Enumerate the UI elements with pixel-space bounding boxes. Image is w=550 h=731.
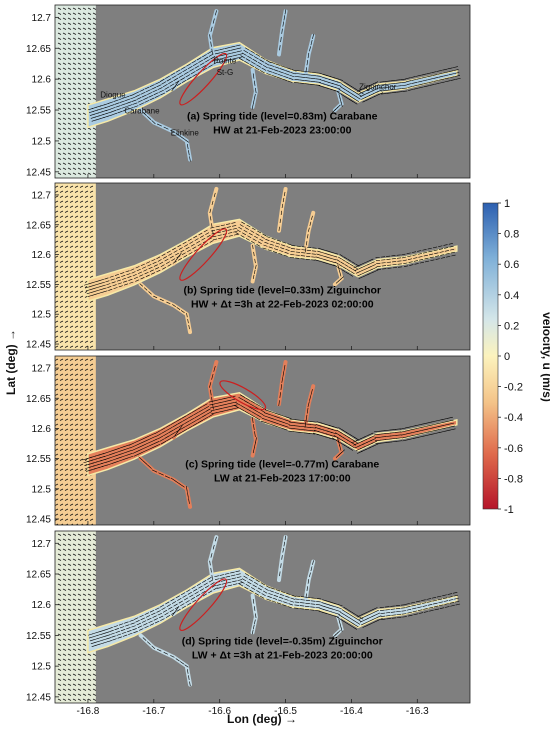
panel-b: 12.45 12.5 12.55 12.6 12.65 12.7 (b) Spring ti…	[26, 182, 471, 351]
y-tick-label: 12.45	[26, 514, 51, 525]
x-tick-label: -16.8	[77, 706, 100, 717]
panel-frame	[54, 182, 471, 351]
y-tick-label: 12.5	[32, 136, 52, 147]
colorbar-gradient	[482, 202, 499, 510]
colorbar-tick-label: -0.4	[504, 412, 523, 424]
highlight-ellipse	[219, 380, 267, 411]
velocity-arrows	[82, 364, 456, 504]
x-tick-label: -16.5	[274, 706, 297, 717]
y-tick-label: 12.65	[26, 44, 51, 55]
panel-title-line2: LW at 21-Feb-2023 17:00:00	[214, 473, 351, 485]
colorbar-tick-label: -0.2	[504, 382, 523, 394]
highlight-ellipse	[179, 228, 228, 281]
y-tick-label: 12.7	[32, 13, 52, 24]
y-tick-label: 12.45	[26, 340, 51, 351]
colorbar-tick-label: -1	[504, 504, 514, 516]
ocean-area	[55, 531, 96, 703]
y-tick-label: 12.7	[32, 364, 52, 375]
y-axis-label: Lat (deg) →	[4, 329, 18, 395]
panel-title-line1: (a) Spring tide (level=0.83m) Carabane	[187, 110, 378, 122]
y-tick-label: 12.55	[26, 106, 51, 117]
ocean-vector-grid	[57, 7, 97, 175]
panel-frame	[54, 355, 471, 526]
place-name: St-G	[217, 68, 233, 77]
y-tick-label: 12.55	[26, 454, 51, 465]
place-name: Carabane	[124, 107, 160, 116]
highlight-ellipse	[179, 52, 228, 106]
panel-background	[55, 183, 470, 350]
colorbar-tick-label: 0.6	[504, 259, 519, 271]
y-tick-label: 12.5	[32, 484, 52, 495]
panel-c: 12.45 12.5 12.55 12.6 12.65 12.7 (c) Spring ti…	[26, 355, 471, 526]
y-tick-label: 12.6	[32, 424, 52, 435]
x-tick-label: -16.3	[406, 706, 429, 717]
panel-a: 12.45 12.5 12.55 12.6 12.65 12.7 (a) Spring ti…	[26, 4, 471, 179]
place-name: Ziguinchor	[359, 83, 397, 92]
y-tick-label: 12.7	[32, 539, 52, 550]
y-tick-label: 12.45	[26, 167, 51, 178]
y-tick-label: 12.45	[26, 692, 51, 703]
colorbar-tick-label: 0.8	[504, 229, 519, 241]
highlight-ellipse	[179, 578, 228, 632]
panel-title-line1: (c) Spring tide (level=-0.77m) Carabane	[185, 459, 379, 471]
colorbar-tick-label: 0	[504, 351, 510, 363]
x-tick-label: -16.6	[208, 706, 231, 717]
main-channel	[87, 392, 458, 477]
panel-title-line1: (b) Spring tide (level=0.33m) Ziguinchor	[184, 284, 382, 296]
y-tick-label: 12.5	[32, 662, 52, 673]
y-tick-label: 12.6	[32, 75, 52, 86]
y-tick-label: 12.65	[26, 394, 51, 405]
y-tick-label: 12.65	[26, 220, 51, 231]
panel-frame	[54, 530, 471, 704]
x-tick-label: -16.7	[142, 706, 165, 717]
panel-d: 12.45 12.5 12.55 12.6 12.65 12.7 (d) Spring ti…	[26, 530, 471, 704]
y-tick-label: 12.65	[26, 570, 51, 581]
colorbar-tick-label: 1	[504, 198, 510, 210]
ocean-area	[55, 183, 96, 350]
place-name: Elinkine	[171, 128, 200, 137]
panel-title-line2: LW + Δt =3h at 21-Feb-2023 20:00:00	[192, 650, 373, 662]
panel-title-line1: (d) Spring tide (level=-0.35m) Ziguincho…	[182, 636, 383, 648]
y-tick-label: 12.55	[26, 280, 51, 291]
colorbar-tick-label: -0.8	[504, 473, 523, 485]
y-tick-label: 12.5	[32, 310, 52, 321]
panel-background	[55, 356, 470, 525]
velocity-arrows	[84, 191, 456, 330]
x-tick-label: -16.4	[340, 706, 363, 717]
place-name: Diogue	[100, 91, 126, 100]
panel-background	[55, 531, 470, 703]
y-tick-label: 12.7	[32, 190, 52, 201]
colorbar-label: velocity, u (m/s)	[540, 312, 550, 402]
y-tick-label: 12.55	[26, 631, 51, 642]
ocean-area	[55, 5, 96, 178]
panel-frame	[54, 4, 471, 179]
colorbar-tick-label: 0.2	[504, 320, 519, 332]
panel-title-line2: HW at 21-Feb-2023 23:00:00	[213, 124, 351, 136]
y-tick-label: 12.6	[32, 250, 52, 261]
x-axis-label: Lon (deg) →	[227, 712, 297, 726]
y-tick-label: 12.6	[32, 600, 52, 611]
colorbar-tick-label: -0.6	[504, 443, 523, 455]
place-name: Pointe	[214, 57, 237, 66]
velocity-arrows	[88, 9, 461, 162]
panel-title-line2: HW + Δt =3h at 22-Feb-2023 02:00:00	[191, 298, 374, 310]
colorbar: 1 0.8 0.6 0.4 0.2 0 -0.2 -0.4 -0.6 -0.8 -1 velocit…	[482, 198, 550, 516]
ocean-vector-grid	[55, 358, 94, 525]
colorbar-tick-label: 0.4	[504, 290, 519, 302]
